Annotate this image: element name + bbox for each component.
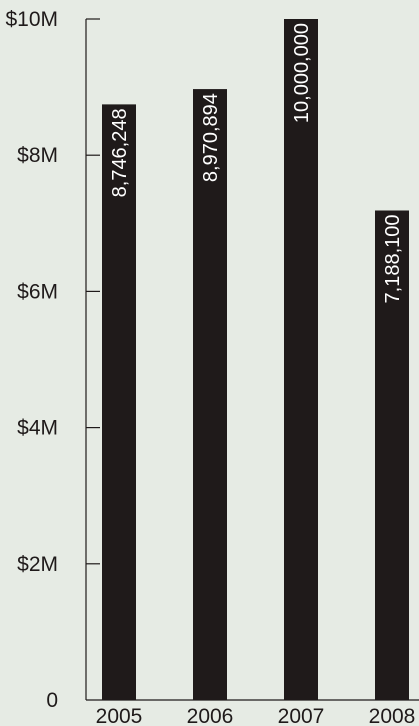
data-label-2007: 10,000,000 xyxy=(291,23,313,123)
y-tick-label-4: $8M xyxy=(17,144,58,167)
y-tick-label-5: $10M xyxy=(5,8,58,31)
axis-layer: 0 $2M $4M $6M $8M $10M xyxy=(5,8,419,712)
y-tick-label-1: $2M xyxy=(17,553,58,576)
x-tick-label-2008: 2008 xyxy=(369,705,416,726)
y-tick-label-0: 0 xyxy=(46,689,58,712)
x-tick-label-2007: 2007 xyxy=(278,705,325,726)
bar-2005 xyxy=(102,104,136,701)
x-tick-label-2005: 2005 xyxy=(96,705,143,726)
data-label-2008: 7,188,100 xyxy=(382,214,404,303)
labels-layer: 8,746,248 2005 8,970,894 2006 10,000,000 2007… xyxy=(96,23,416,726)
y-tick-label-2: $4M xyxy=(17,417,58,440)
bar-2006 xyxy=(193,89,227,701)
data-label-2006: 8,970,894 xyxy=(200,93,222,182)
data-label-2005: 8,746,248 xyxy=(109,108,131,197)
x-tick-label-2006: 2006 xyxy=(187,705,234,726)
y-tick-label-3: $6M xyxy=(17,280,58,303)
bars-layer xyxy=(102,19,409,701)
bar-2008 xyxy=(375,210,409,700)
bar-2007 xyxy=(284,19,318,700)
